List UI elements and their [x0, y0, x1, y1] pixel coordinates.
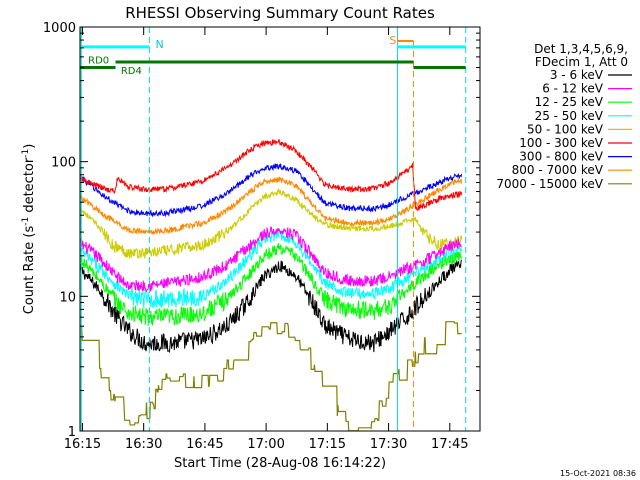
s-label: S [389, 34, 396, 47]
y-tick-label-3: 1000 [43, 21, 76, 36]
legend-header-1: Det 1,3,4,5,6,9, [534, 42, 628, 56]
x-tick-label-6: 17:45 [431, 437, 468, 452]
n-label: N [156, 38, 164, 51]
legend-label-6: 300 - 800 keV [519, 150, 603, 164]
legend-label-4: 50 - 100 keV [527, 122, 604, 136]
series-7000-15000-kev-line [80, 321, 462, 432]
x-tick-label-3: 17:00 [247, 437, 284, 452]
series-800-7000-kev-line [79, 176, 463, 236]
series-layer [79, 139, 463, 432]
chart-title: RHESSI Observing Summary Count Rates [125, 4, 435, 22]
legend-label-0: 3 - 6 keV [550, 68, 604, 82]
y-tick-label-2: 100 [51, 156, 76, 171]
x-tick-label-1: 16:30 [125, 437, 162, 452]
legend-label-8: 7000 - 15000 keV [496, 177, 603, 191]
rd4-label: RD4 [121, 66, 142, 77]
x-tick-label-5: 17:30 [370, 437, 407, 452]
rd0-label: RD0 [88, 56, 109, 67]
marker-layer: N S RD0 RD4 [80, 27, 467, 431]
legend-label-2: 12 - 25 keV [535, 95, 604, 109]
x-tick-label-0: 16:15 [64, 437, 101, 452]
legend-label-1: 6 - 12 keV [542, 82, 604, 96]
plot-frame [79, 26, 481, 432]
y-tick-label-1: 10 [59, 290, 76, 305]
legend-header-2: FDecim 1, Att 0 [535, 55, 628, 69]
legend-label-3: 25 - 50 keV [535, 109, 604, 123]
legend-label-7: 800 - 7000 keV [512, 163, 604, 177]
x-axis-label: Start Time (28-Aug-08 16:14:22) [174, 456, 386, 471]
legend-label-5: 100 - 300 keV [519, 136, 603, 150]
tick-layer: 16:15 16:30 16:45 17:00 17:15 17:30 17:45 1 10 10… [43, 21, 480, 452]
y-tick-label-0: 1 [68, 425, 76, 440]
timestamp: 15-Oct-2021 08:36 [560, 469, 636, 478]
x-tick-label-2: 16:45 [186, 437, 223, 452]
x-tick-label-4: 17:15 [309, 437, 346, 452]
y-axis-label: Count Rate (s-1 detector-1) [21, 144, 37, 315]
